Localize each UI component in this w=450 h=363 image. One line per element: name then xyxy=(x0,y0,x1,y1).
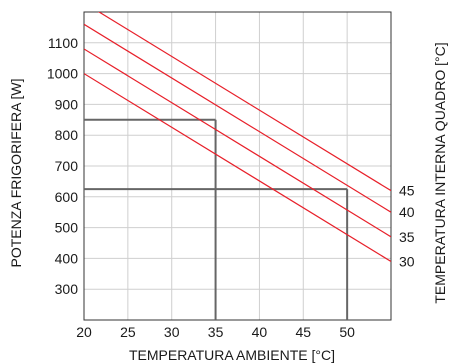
x-tick-label: 45 xyxy=(295,324,311,340)
y-tick-label: 700 xyxy=(55,158,79,174)
x-axis-title: TEMPERATURA AMBIENTE [°C] xyxy=(129,347,335,363)
series-line-45 xyxy=(97,12,391,192)
y-tick-label: 300 xyxy=(55,281,79,297)
axes xyxy=(83,11,392,321)
y-tick-label: 900 xyxy=(55,96,79,112)
series-label-30: 30 xyxy=(399,253,415,269)
x-tick-label: 35 xyxy=(208,324,224,340)
series-line-40 xyxy=(84,23,391,213)
series-label-35: 35 xyxy=(399,229,415,245)
x-tick-label: 40 xyxy=(252,324,268,340)
y-tick-label: 400 xyxy=(55,250,79,266)
series-label-45: 45 xyxy=(399,183,415,199)
y2-axis-title: TEMPERATURA INTERNA QUADRO [°C] xyxy=(432,42,448,303)
y-tick-label: 1100 xyxy=(48,35,78,51)
x-tick-labels: 20 25 30 35 40 45 50 xyxy=(76,324,355,340)
y-axis-title: POTENZA FRIGORIFERA [W] xyxy=(8,78,24,267)
x-tick-label: 30 xyxy=(164,324,180,340)
y-tick-label: 800 xyxy=(55,127,79,143)
line-labels: 45 40 35 30 xyxy=(399,183,415,270)
x-tick-label: 20 xyxy=(76,324,92,340)
series-lines xyxy=(84,12,391,262)
series-line-35 xyxy=(84,48,391,238)
series-label-40: 40 xyxy=(399,204,415,220)
x-tick-label: 25 xyxy=(120,324,136,340)
grid xyxy=(84,12,391,320)
y-tick-labels: 300 400 500 600 700 800 900 1000 1100 xyxy=(47,35,78,297)
y-tick-label: 500 xyxy=(55,220,79,236)
series-line-30 xyxy=(84,73,391,262)
reference-lines xyxy=(84,118,349,320)
y-tick-label: 1000 xyxy=(47,66,78,82)
x-tick-label: 50 xyxy=(339,324,355,340)
plot-frame xyxy=(83,11,392,321)
y-tick-label: 600 xyxy=(55,189,79,205)
